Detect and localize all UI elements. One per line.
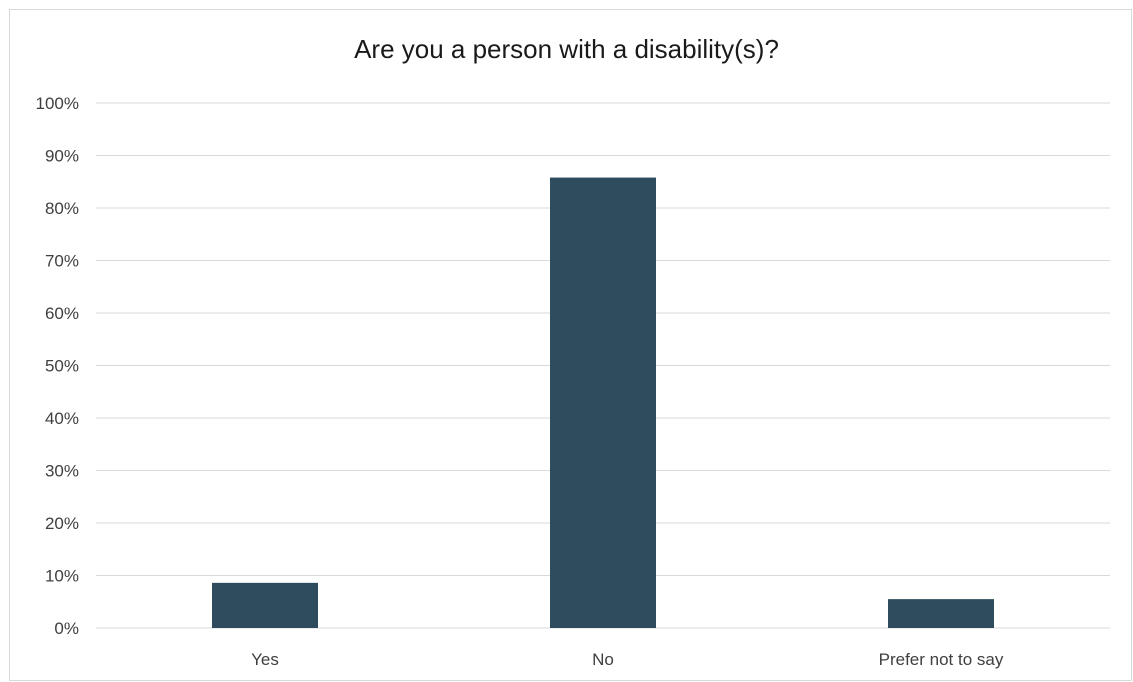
y-tick-label: 100% — [36, 94, 79, 113]
y-tick-label: 20% — [45, 514, 79, 533]
y-tick-label: 80% — [45, 199, 79, 218]
x-category-label: Prefer not to say — [879, 650, 1004, 669]
chart-title: Are you a person with a disability(s)? — [354, 34, 779, 64]
y-tick-label: 30% — [45, 462, 79, 481]
bar-no — [550, 177, 656, 629]
y-tick-label: 70% — [45, 252, 79, 271]
y-tick-label: 40% — [45, 409, 79, 428]
bar-prefer-not-to-say — [888, 599, 994, 628]
y-tick-label: 60% — [45, 304, 79, 323]
x-category-label: No — [592, 650, 614, 669]
y-tick-label: 50% — [45, 357, 79, 376]
y-tick-label: 0% — [54, 619, 79, 638]
y-tick-label: 90% — [45, 147, 79, 166]
bars — [212, 177, 994, 629]
y-tick-label: 10% — [45, 567, 79, 586]
x-axis-categories: Yes No Prefer not to say — [251, 650, 1004, 669]
bar-yes — [212, 582, 318, 628]
x-category-label: Yes — [251, 650, 279, 669]
y-axis-ticks: 0% 10% 20% 30% 40% 50% 60% 70% 80% 90% 100% — [36, 94, 79, 638]
